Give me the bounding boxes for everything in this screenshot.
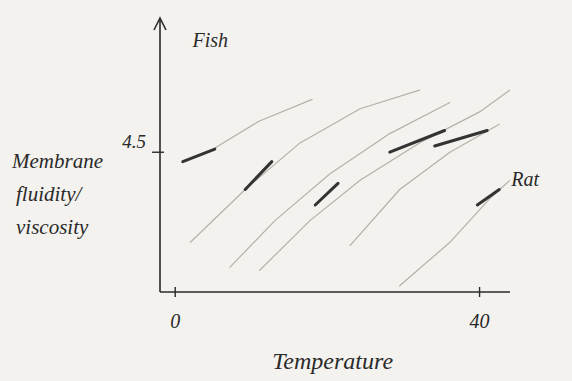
curve [190, 90, 419, 242]
highlight-segment [315, 183, 338, 205]
x-tick-label: 0 [170, 310, 180, 332]
plot-area [183, 90, 510, 286]
y-axis-label-line: fluidity/ [16, 182, 83, 206]
x-tick [175, 287, 176, 297]
curve [260, 90, 510, 270]
y-tick-label: 4.5 [122, 131, 146, 152]
x-tick-label: 40 [470, 310, 490, 332]
annotation: Rat [510, 168, 539, 190]
highlight-segment [435, 131, 488, 147]
highlight-segment [390, 131, 445, 153]
y-axis-label-line: viscosity [16, 215, 89, 239]
chart: 0 40 4.5 Fish Rat Temperature Membrane fluidity… [0, 0, 572, 381]
y-tick [152, 152, 164, 153]
x-axis-label: Temperature [272, 348, 393, 374]
y-axis-arrow [154, 18, 166, 30]
y-axis-label-line: Membrane [11, 149, 103, 173]
curve [230, 103, 450, 268]
annotation: Fish [191, 29, 228, 51]
curve [350, 124, 499, 245]
highlight-segment [245, 162, 272, 190]
x-tick [479, 287, 480, 297]
y-axis [159, 20, 161, 292]
x-axis [160, 291, 510, 293]
highlight-segment [477, 190, 499, 206]
y-axis-label: Membrane fluidity/viscosity [11, 149, 103, 239]
curve [183, 99, 312, 161]
curve [400, 180, 510, 286]
highlight-segment [183, 149, 215, 162]
